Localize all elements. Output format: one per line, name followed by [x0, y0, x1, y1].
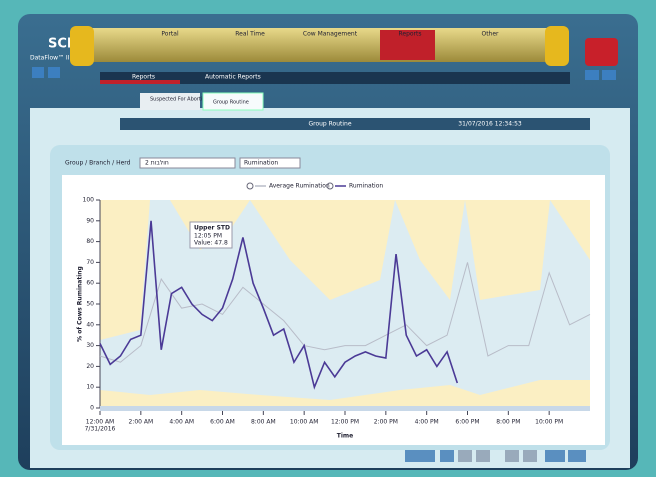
- y-tick-label: 40: [86, 321, 94, 328]
- group-value[interactable]: 2 חולבות: [145, 160, 169, 167]
- header-title: Group Routine: [308, 121, 351, 128]
- subnav-bar: [100, 72, 570, 84]
- help-button[interactable]: [32, 67, 44, 78]
- tool-button[interactable]: [440, 450, 454, 462]
- y-tick-label: 60: [86, 280, 94, 287]
- y-tick-label: 100: [83, 197, 95, 204]
- tool-button[interactable]: [523, 450, 537, 462]
- x-tick-label: 10:00 PM: [535, 419, 563, 426]
- x-tick-label: 6:00 PM: [455, 419, 479, 426]
- product: DataFlow™ II: [30, 55, 70, 62]
- tool-button[interactable]: [568, 450, 586, 462]
- filter-label: Group / Branch / Herd: [65, 160, 131, 167]
- subnav-item[interactable]: Automatic Reports: [205, 74, 261, 81]
- tool-button[interactable]: [405, 450, 435, 462]
- std-band: [100, 200, 590, 400]
- nav-item[interactable]: Other: [481, 31, 499, 38]
- nav-item[interactable]: Reports: [398, 31, 421, 38]
- legend-label: Rumination: [349, 183, 383, 190]
- tooltip: [189, 221, 233, 249]
- logo: SCR: [48, 37, 77, 52]
- nav-cap: [545, 26, 569, 66]
- tab-active[interactable]: [202, 92, 264, 111]
- group-select[interactable]: [139, 157, 236, 169]
- x-tick-label: 8:00 AM: [251, 419, 276, 426]
- x-tick-label: 12:00 AM: [86, 419, 114, 426]
- series-line: [99, 262, 591, 363]
- y-tick-label: 90: [86, 217, 94, 224]
- nav-cap: [70, 26, 94, 66]
- subnav-active: [100, 80, 180, 84]
- window-button[interactable]: [602, 70, 616, 80]
- y-tick-label: 80: [86, 238, 94, 245]
- legend-check[interactable]: [246, 182, 254, 190]
- y-axis-label: % of Cows Ruminating: [77, 266, 84, 342]
- nav-active: [380, 30, 435, 60]
- y-tick-label: 50: [86, 301, 94, 308]
- y-tick-label: 10: [86, 384, 94, 391]
- x-tick-label: 12:00 PM: [331, 419, 359, 426]
- tooltip-value: Value: 47.8: [194, 240, 228, 247]
- alarm-button[interactable]: [585, 38, 618, 66]
- nav-item[interactable]: Cow Management: [303, 31, 358, 38]
- tab[interactable]: [140, 93, 200, 110]
- refresh-button[interactable]: [48, 67, 60, 78]
- legend-check[interactable]: [326, 182, 334, 190]
- toolbar: [405, 450, 586, 462]
- x-axis-label: Time: [337, 433, 353, 440]
- metric-select[interactable]: [239, 157, 301, 169]
- y-tick-label: 20: [86, 363, 94, 370]
- nav-item[interactable]: Real Time: [235, 31, 265, 38]
- x-tick-label: 2:00 AM: [128, 419, 153, 426]
- y-tick-label: 70: [86, 259, 94, 266]
- window-button[interactable]: [585, 70, 599, 80]
- x-tick-label: 10:00 AM: [290, 419, 318, 426]
- y-tick-label: 30: [86, 342, 94, 349]
- nav-bar: [85, 28, 555, 62]
- x-tick-label: 4:00 AM: [169, 419, 194, 426]
- x-date: 7/31/2016: [85, 426, 116, 433]
- scrollbar[interactable]: [100, 406, 590, 411]
- tooltip-title: Upper STD: [194, 225, 230, 232]
- metric-value[interactable]: Rumination: [244, 160, 278, 167]
- tool-button[interactable]: [476, 450, 490, 462]
- tool-button[interactable]: [458, 450, 472, 462]
- y-tick-label: 0: [90, 405, 94, 412]
- legend-label: Average Rumination: [269, 183, 330, 190]
- header-datetime: 31/07/2016 12:34:53: [458, 121, 522, 128]
- subnav-item[interactable]: Reports: [132, 74, 155, 81]
- tab-label[interactable]: Suspected For Abortion: [150, 97, 208, 103]
- header-bar: [120, 118, 590, 130]
- nav-item[interactable]: Portal: [161, 31, 179, 38]
- tool-button[interactable]: [545, 450, 565, 462]
- tool-button[interactable]: [505, 450, 519, 462]
- x-tick-label: 2:00 PM: [374, 419, 398, 426]
- x-tick-label: 4:00 PM: [415, 419, 439, 426]
- x-tick-label: 6:00 AM: [210, 419, 235, 426]
- x-tick-label: 8:00 PM: [496, 419, 520, 426]
- tooltip-time: 12:05 PM: [194, 233, 222, 240]
- tab-label[interactable]: Group Routine: [213, 100, 249, 106]
- series-line: [99, 220, 459, 390]
